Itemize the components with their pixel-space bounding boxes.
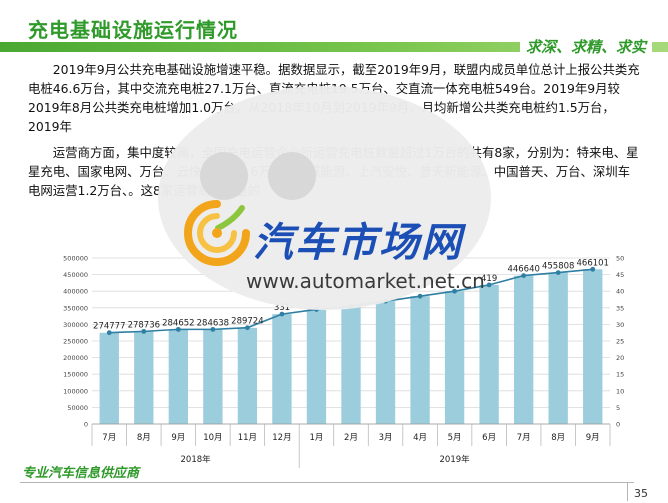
bar	[479, 284, 499, 424]
footer-divider	[20, 482, 634, 483]
bar-data-label: 274777	[93, 322, 125, 332]
y-right-tick-label: 45	[616, 271, 624, 279]
bar	[168, 329, 189, 424]
bar	[513, 275, 534, 424]
bar-data-label: 455808	[542, 262, 574, 272]
header-bar	[0, 42, 668, 52]
y-right-tick-label: 10	[616, 387, 624, 395]
bar-data-label: 446640	[507, 265, 539, 275]
watermark-brand: 汽车市场网	[253, 219, 463, 266]
y-left-tick-label: 50000	[67, 404, 88, 412]
x-tick-label: 9月	[171, 433, 185, 443]
x-tick-label: 8月	[551, 433, 565, 443]
y-left-tick-label: 250000	[63, 338, 88, 346]
y-left-tick-label: 100000	[63, 387, 88, 395]
y-right-tick-label: 20	[616, 354, 624, 362]
bar-data-label: 284638	[197, 318, 229, 328]
watermark-dot-left	[200, 152, 248, 200]
trend-point	[417, 293, 423, 299]
bar	[99, 332, 119, 424]
bar-data-label: 419	[481, 274, 497, 284]
y-right-tick-label: 40	[616, 288, 624, 296]
bar-data-label: 278736	[128, 320, 160, 330]
header-slogan: 求深、求精、求实	[519, 36, 652, 57]
bar	[410, 296, 430, 424]
charging-pile-chart: 0 50000 100000 150000 200000 250000 300000 3500…	[63, 255, 624, 468]
trend-point	[106, 330, 112, 336]
x-tick-label: 7月	[102, 433, 116, 443]
bar-data-label: 289724	[231, 317, 263, 327]
x-tick-label: 9月	[586, 433, 600, 443]
x-tick-label: 2月	[344, 433, 358, 443]
trend-point	[452, 288, 457, 294]
chart-container: 0 50000 100000 150000 200000 250000 300000 3500…	[58, 250, 638, 472]
y-left-tick-label: 350000	[63, 304, 88, 312]
y-right-tick-label: 50	[616, 255, 624, 263]
page-number: 35	[627, 482, 648, 501]
y-left-tick-label: 200000	[63, 354, 88, 362]
trend-point	[555, 270, 561, 276]
trend-point	[521, 273, 527, 278]
bar	[306, 309, 327, 424]
x-tick-label: 7月	[517, 433, 531, 443]
bar	[237, 327, 258, 424]
trend-point	[279, 311, 285, 317]
x-tick-label: 3月	[379, 433, 393, 443]
bar	[203, 329, 223, 424]
bar	[375, 301, 396, 424]
bar-data-label: 331	[274, 303, 290, 313]
trend-point	[486, 282, 492, 288]
bar	[341, 306, 361, 424]
x-tick-label: 6月	[482, 433, 496, 443]
y-right-tick-label: 30	[616, 321, 624, 329]
x-tick-label: 11月	[238, 433, 257, 443]
trend-point	[141, 328, 147, 334]
y-right-tick-label: 5	[616, 404, 620, 412]
watermark-logo-icon	[184, 200, 250, 266]
bar	[583, 269, 603, 424]
bar	[548, 272, 568, 424]
y-left-tick-label: 300000	[63, 321, 88, 329]
x-tick-label: 12月	[272, 433, 291, 443]
x-group-label: 2019年	[440, 454, 471, 465]
x-tick-label: 10月	[203, 433, 222, 443]
y-right-tick-label: 35	[616, 304, 624, 312]
bar	[444, 291, 465, 424]
trend-point	[210, 326, 216, 332]
watermark-dot-right	[268, 152, 316, 200]
bar-data-label: 284652	[162, 318, 194, 328]
footer-tagline: 专业汽车信息供应商	[22, 466, 140, 481]
bar-data-label: 466101	[577, 258, 609, 268]
x-tick-label: 1月	[310, 433, 324, 443]
x-group-label: 2018年	[181, 454, 212, 465]
trend-point	[590, 266, 596, 272]
bar	[134, 331, 154, 424]
y-left-tick-label: 150000	[63, 371, 88, 379]
bar	[272, 314, 292, 424]
y-left-tick-label: 450000	[63, 271, 88, 279]
y-right-tick-label: 0	[616, 421, 620, 429]
y-left-tick-label: 500000	[63, 255, 88, 263]
trend-point	[175, 326, 181, 332]
watermark-url: www.automarket.net.cn	[246, 269, 485, 293]
trend-point	[245, 325, 250, 331]
y-left-tick-label: 400000	[63, 288, 88, 296]
page-title: 充电基础设施运行情况	[28, 18, 238, 42]
x-tick-label: 5月	[448, 433, 462, 443]
y-right-tick-label: 25	[616, 338, 624, 346]
x-tick-label: 4月	[413, 433, 427, 443]
x-tick-label: 8月	[137, 433, 151, 443]
y-left-tick-label: 0	[84, 421, 88, 429]
y-right-tick-label: 15	[616, 371, 624, 379]
